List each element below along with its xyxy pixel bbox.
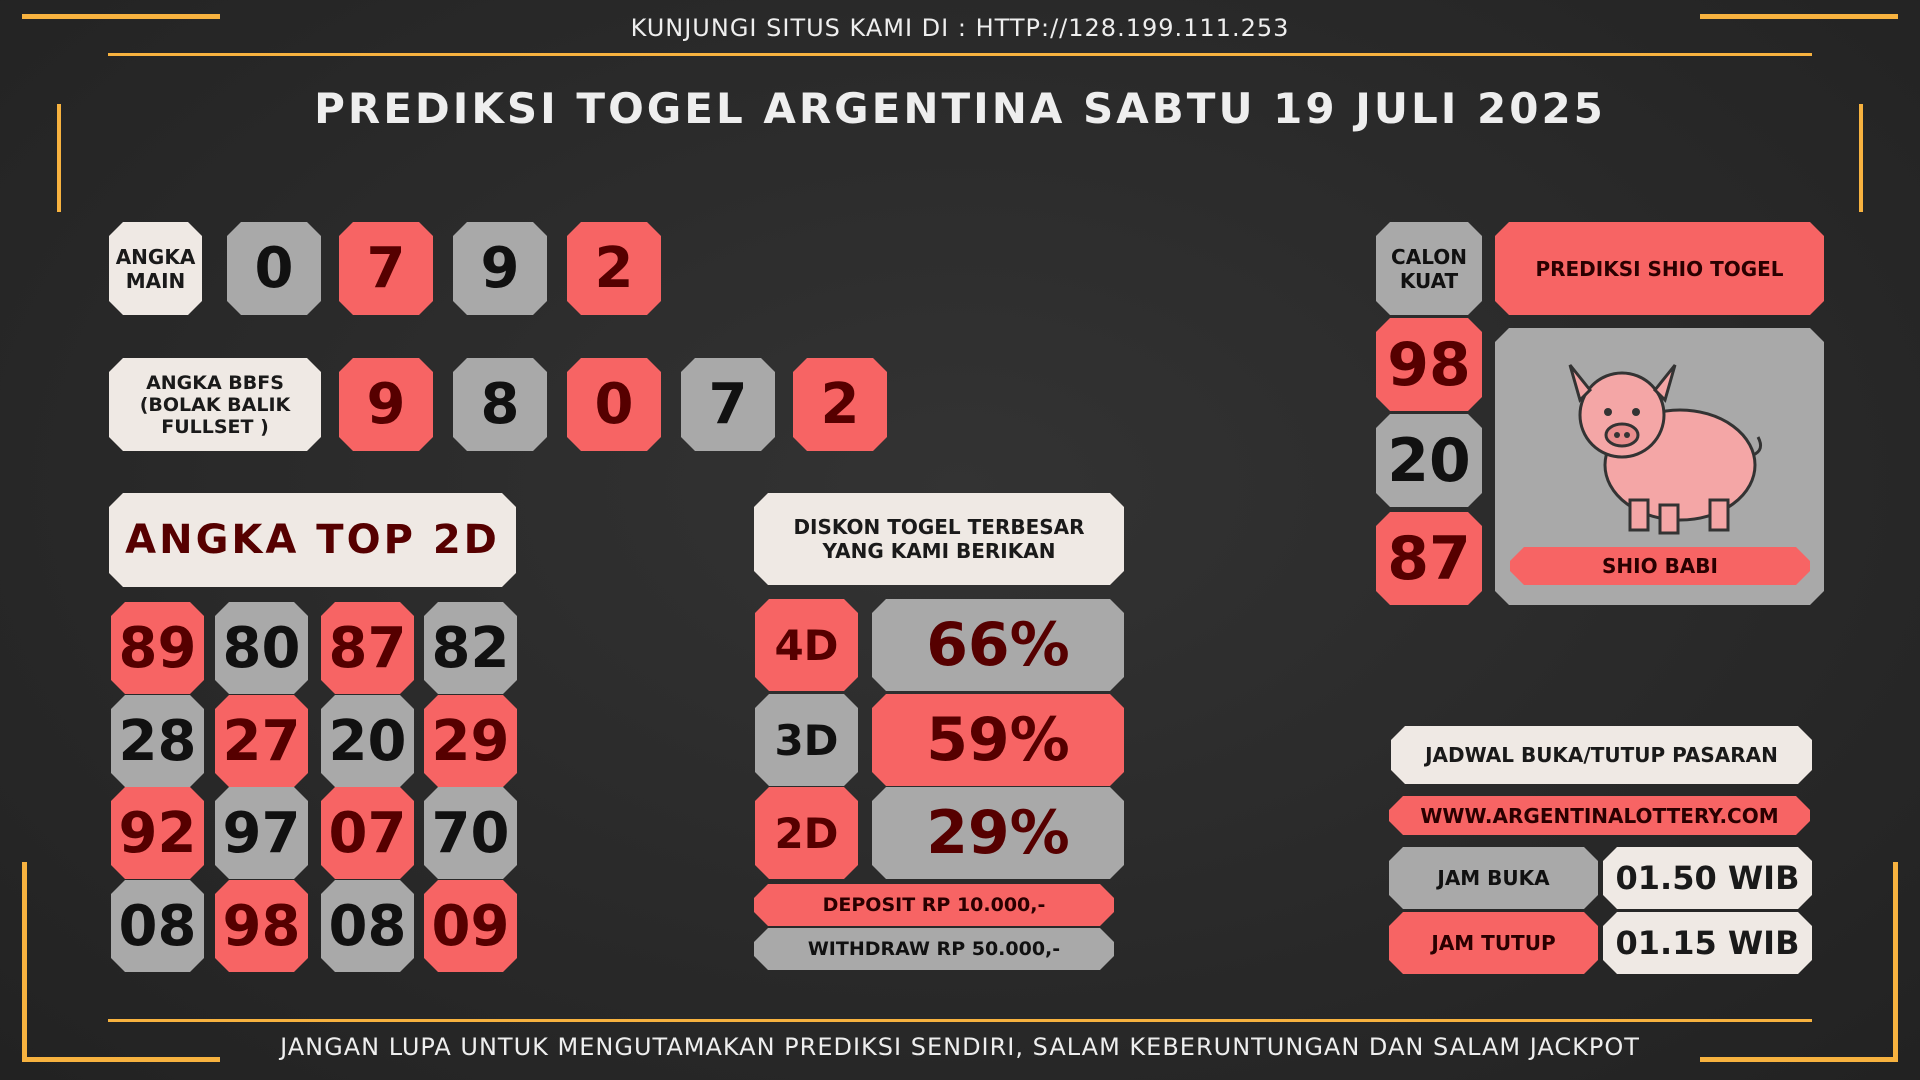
- number-cell: 09: [424, 880, 517, 972]
- number-cell: 28: [111, 695, 204, 787]
- label: ANGKA BBFS (BOLAK BALIK FULLSET ): [109, 358, 321, 451]
- url: WWW.ARGENTINALOTTERY.COM: [1389, 796, 1810, 835]
- number-cell: 27: [215, 695, 308, 787]
- frame: [1700, 14, 1898, 19]
- digit: 8: [453, 358, 547, 451]
- frame: [108, 53, 1812, 56]
- number-cell: 20: [321, 695, 414, 787]
- label: JAM BUKA: [1389, 847, 1598, 909]
- number-cell: 89: [111, 602, 204, 694]
- frame: [108, 1019, 1812, 1022]
- withdraw: WITHDRAW RP 50.000,-: [754, 928, 1114, 970]
- time: 01.50 WIB: [1603, 847, 1812, 909]
- digit: 0: [227, 222, 321, 315]
- digit: 7: [681, 358, 775, 451]
- label: ANGKA MAIN: [109, 222, 202, 315]
- section-title: ANGKA TOP 2D: [109, 493, 516, 587]
- section-title: JADWAL BUKA/TUTUP PASARAN: [1391, 726, 1812, 784]
- digit: 9: [339, 358, 433, 451]
- number-cell: 98: [215, 880, 308, 972]
- section-title: PREDIKSI SHIO TOGEL: [1495, 222, 1824, 315]
- label: CALON KUAT: [1376, 222, 1482, 315]
- label: JAM TUTUP: [1389, 912, 1598, 974]
- frame: [1893, 862, 1898, 1062]
- discount-value: 59%: [872, 694, 1124, 786]
- number-cell: 80: [215, 602, 308, 694]
- number-cell: 08: [111, 880, 204, 972]
- frame: [22, 1057, 220, 1062]
- deposit: DEPOSIT RP 10.000,-: [754, 884, 1114, 926]
- digit: 0: [567, 358, 661, 451]
- number-cell: 97: [215, 787, 308, 879]
- pig-illustration: [1568, 364, 1763, 535]
- number-cell: 82: [424, 602, 517, 694]
- market-label: 4D: [755, 599, 858, 691]
- time: 01.15 WIB: [1603, 912, 1812, 974]
- frame: [1700, 1057, 1898, 1062]
- frame: [1859, 104, 1863, 212]
- frame: [22, 14, 220, 19]
- number-cell: 08: [321, 880, 414, 972]
- digit: 2: [567, 222, 661, 315]
- footer: JANGAN LUPA UNTUK MENGUTAMAKAN PREDIKSI …: [280, 1033, 1640, 1061]
- number-cell: 98: [1376, 318, 1482, 411]
- frame: [57, 104, 61, 212]
- discount-value: 66%: [872, 599, 1124, 691]
- digit: 9: [453, 222, 547, 315]
- number-cell: 87: [321, 602, 414, 694]
- frame: [22, 862, 27, 1062]
- discount-value: 29%: [872, 787, 1124, 879]
- digit: 7: [339, 222, 433, 315]
- number-cell: 92: [111, 787, 204, 879]
- site-text: KUNJUNGI SITUS KAMI DI : HTTP://128.199.…: [630, 14, 1290, 42]
- market-label: 3D: [755, 694, 858, 786]
- number-cell: 70: [424, 787, 517, 879]
- number-cell: 87: [1376, 512, 1482, 605]
- shio-name: SHIO BABI: [1510, 547, 1810, 585]
- title: PREDIKSI TOGEL ARGENTINA SABTU 19 JULI 2…: [314, 84, 1606, 133]
- digit: 2: [793, 358, 887, 451]
- number-cell: 07: [321, 787, 414, 879]
- number-cell: 29: [424, 695, 517, 787]
- market-label: 2D: [755, 787, 858, 879]
- section-title: DISKON TOGEL TERBESAR YANG KAMI BERIKAN: [754, 493, 1124, 585]
- number-cell: 20: [1376, 414, 1482, 507]
